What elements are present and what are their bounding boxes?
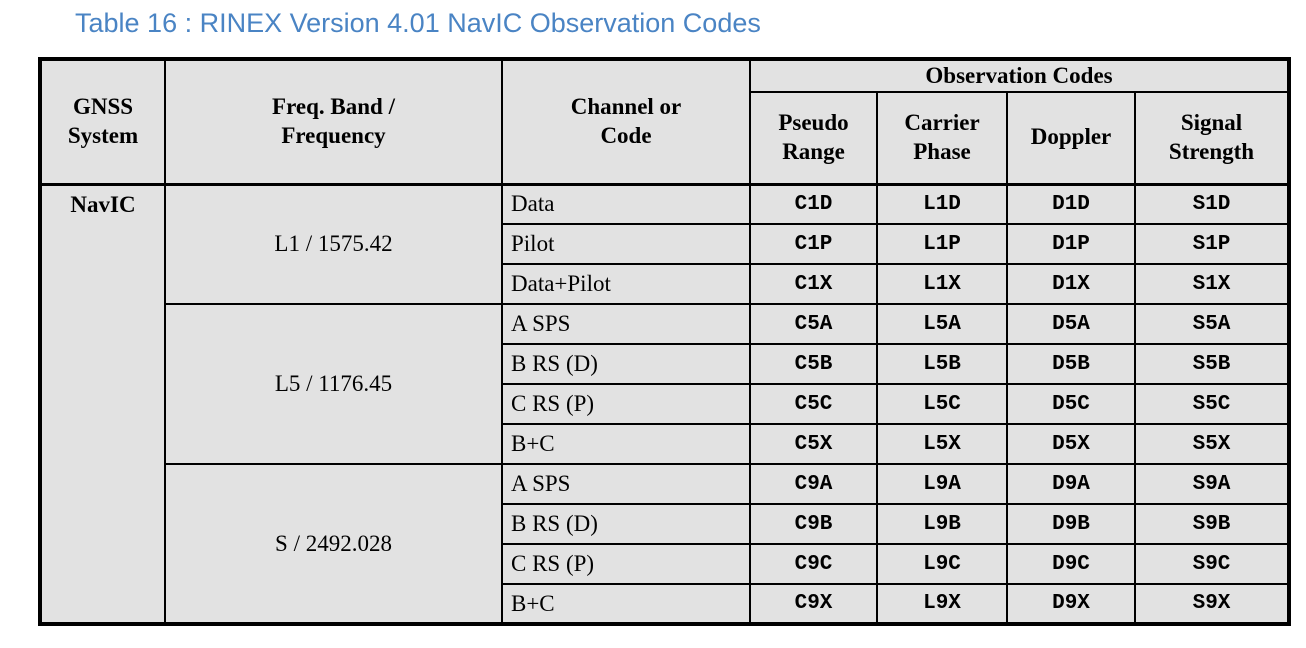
header-gnss-system: GNSS System <box>39 58 166 186</box>
header-freq-band: Freq. Band / Frequency <box>164 58 503 186</box>
carrier-phase-code: L1X <box>876 263 1008 305</box>
signal-strength-code: S9A <box>1133 463 1291 505</box>
doppler-code: D1D <box>1006 183 1136 225</box>
signal-strength-code: S5C <box>1133 383 1291 425</box>
doppler-code: D1X <box>1006 263 1136 305</box>
pseudo-range-code: C5X <box>749 423 878 465</box>
channel-cell: A SPS <box>501 303 751 345</box>
signal-strength-code: S5B <box>1133 343 1291 385</box>
signal-strength-code: S9C <box>1133 543 1291 585</box>
channel-cell: A SPS <box>501 463 751 505</box>
signal-strength-code: S5X <box>1133 423 1291 465</box>
signal-strength-code: S5A <box>1133 303 1291 345</box>
signal-strength-code: S1P <box>1133 223 1291 265</box>
table-row: C RS (P) C5C L5C D5C S5C <box>40 383 1291 425</box>
header-observation-codes: Observation Codes <box>748 58 1291 93</box>
channel-cell: B+C <box>501 583 751 625</box>
table-row: Pilot C1P L1P D1P S1P <box>40 223 1291 265</box>
channel-cell: C RS (P) <box>501 543 751 585</box>
carrier-phase-code: L1P <box>876 223 1008 265</box>
table-row: B+C C5X L5X D5X S5X <box>40 423 1291 465</box>
table-row: Data+Pilot C1X L1X D1X S1X <box>40 263 1291 305</box>
table-row: L5 / 1176.45 A SPS C5A L5A D5A S5A <box>40 303 1291 465</box>
doppler-code: D9A <box>1006 463 1136 505</box>
carrier-phase-code: L5C <box>876 383 1008 425</box>
header-doppler: Doppler <box>1006 91 1136 186</box>
carrier-phase-code: L5X <box>876 423 1008 465</box>
pseudo-range-code: C9A <box>749 463 878 505</box>
signal-strength-code: S9X <box>1133 583 1291 625</box>
signal-strength-code: S9B <box>1133 503 1291 545</box>
channel-cell: B RS (D) <box>501 343 751 385</box>
pseudo-range-code: C5C <box>749 383 878 425</box>
header-signal-strength: Signal Strength <box>1133 91 1291 186</box>
doppler-code: D9C <box>1006 543 1136 585</box>
freq-band-cell-l5: L5 / 1176.45 <box>164 303 503 465</box>
doppler-code: D9B <box>1006 503 1136 545</box>
carrier-phase-code: L5A <box>876 303 1008 345</box>
doppler-code: D5X <box>1006 423 1136 465</box>
channel-cell: Data <box>501 183 751 225</box>
carrier-phase-code: L5B <box>876 343 1008 385</box>
gnss-system-cell: NavIC <box>39 183 166 625</box>
carrier-phase-code: L9A <box>876 463 1008 505</box>
channel-cell: Data+Pilot <box>501 263 751 305</box>
pseudo-range-code: C1D <box>749 183 878 225</box>
pseudo-range-code: C5B <box>749 343 878 385</box>
table-row: S / 2492.028 A SPS C9A L9A D9A S9A <box>40 463 1291 625</box>
carrier-phase-code: L9B <box>876 503 1008 545</box>
doppler-code: D1P <box>1006 223 1136 265</box>
freq-band-cell-s: S / 2492.028 <box>164 463 503 625</box>
carrier-phase-code: L9C <box>876 543 1008 585</box>
doppler-code: D5C <box>1006 383 1136 425</box>
table-row: B RS (D) C9B L9B D9B S9B <box>40 503 1291 545</box>
doppler-code: D5A <box>1006 303 1136 345</box>
pseudo-range-code: C9C <box>749 543 878 585</box>
header-pseudo-range: Pseudo Range <box>749 91 878 186</box>
pseudo-range-code: C9B <box>749 503 878 545</box>
table-row: C RS (P) C9C L9C D9C S9C <box>40 543 1291 585</box>
navic-observation-codes-table: GNSS System Freq. Band / Frequency Chann… <box>38 57 1292 626</box>
header-channel-or-code: Channel or Code <box>501 58 751 186</box>
table-caption: Table 16 : RINEX Version 4.01 NavIC Obse… <box>75 8 761 38</box>
channel-cell: B+C <box>501 423 751 465</box>
header-carrier-phase: Carrier Phase <box>876 91 1008 186</box>
freq-band-cell-l1: L1 / 1575.42 <box>164 183 503 305</box>
channel-cell: B RS (D) <box>501 503 751 545</box>
table-row: B+C C9X L9X D9X S9X <box>40 583 1291 625</box>
signal-strength-code: S1D <box>1133 183 1291 225</box>
doppler-code: D9X <box>1006 583 1136 625</box>
carrier-phase-code: L9X <box>876 583 1008 625</box>
pseudo-range-code: C9X <box>749 583 878 625</box>
table-row: NavIC L1 / 1575.42 Data C1D L1D D1D S1D <box>39 183 1291 625</box>
channel-cell: C RS (P) <box>501 383 751 425</box>
pseudo-range-code: C5A <box>749 303 878 345</box>
table-row: B RS (D) C5B L5B D5B S5B <box>40 343 1291 385</box>
pseudo-range-code: C1P <box>749 223 878 265</box>
carrier-phase-code: L1D <box>876 183 1008 225</box>
signal-strength-code: S1X <box>1133 263 1291 305</box>
channel-cell: Pilot <box>501 223 751 265</box>
doppler-code: D5B <box>1006 343 1136 385</box>
pseudo-range-code: C1X <box>749 263 878 305</box>
